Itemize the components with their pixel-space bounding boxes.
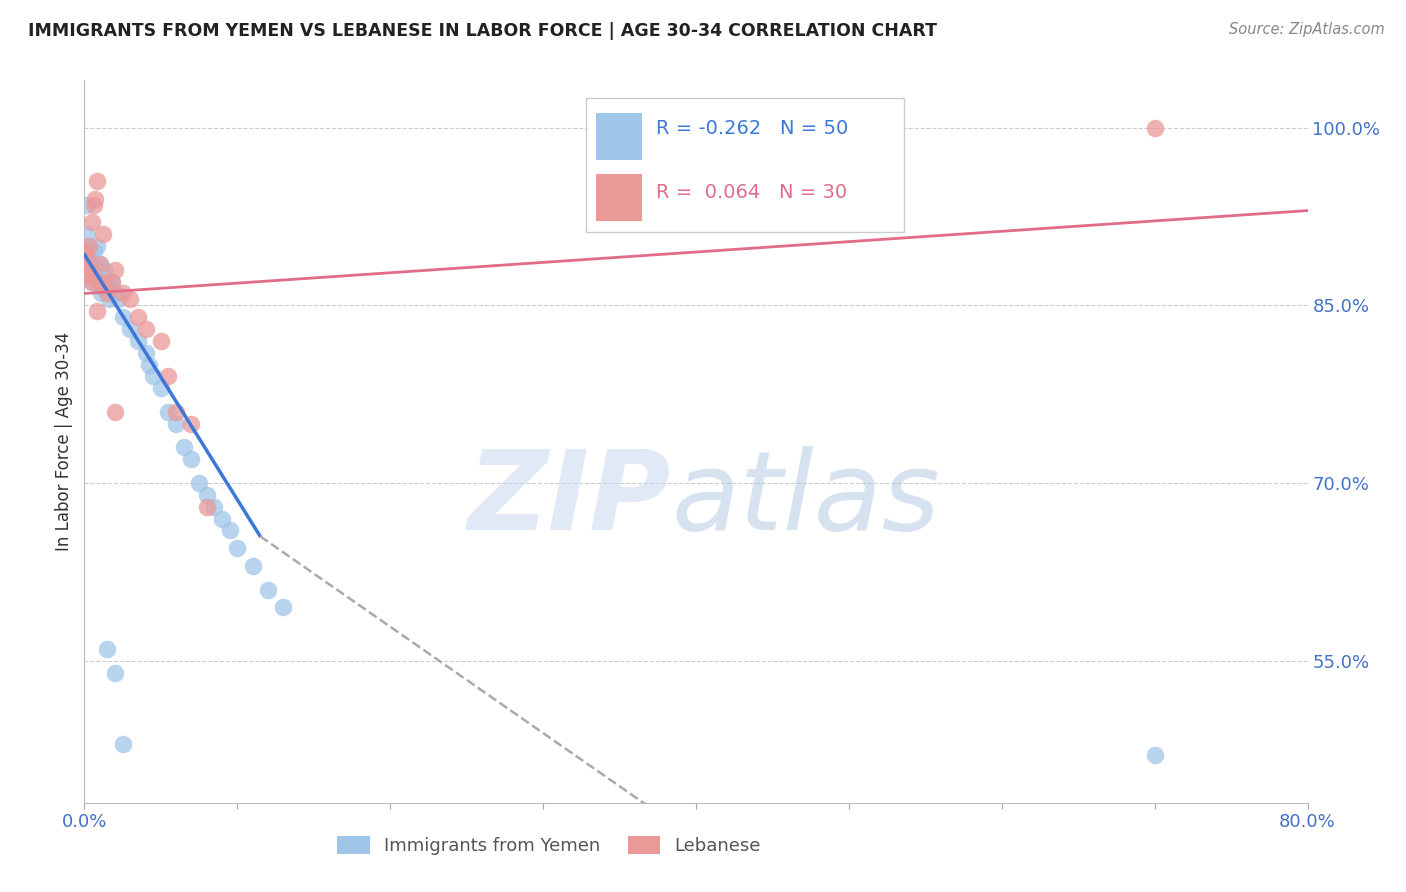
Point <box>83 262 105 277</box>
Point <box>1143 748 1166 763</box>
Y-axis label: In Labor Force | Age 30-34: In Labor Force | Age 30-34 <box>55 332 73 551</box>
Point <box>101 275 124 289</box>
Text: atlas: atlas <box>672 446 941 553</box>
Point <box>135 345 157 359</box>
Point <box>76 251 98 265</box>
Point <box>157 369 180 384</box>
Point <box>75 257 97 271</box>
Point <box>87 275 110 289</box>
Point <box>84 192 107 206</box>
Point <box>188 475 211 490</box>
Point <box>80 275 103 289</box>
Point <box>91 275 114 289</box>
Point <box>86 239 108 253</box>
Point <box>90 286 112 301</box>
Legend: Immigrants from Yemen, Lebanese: Immigrants from Yemen, Lebanese <box>330 829 768 863</box>
Point <box>84 268 107 283</box>
Point <box>89 275 111 289</box>
Point <box>165 417 187 431</box>
Point <box>80 257 103 271</box>
Point <box>202 500 225 514</box>
Point <box>104 262 127 277</box>
FancyBboxPatch shape <box>586 98 904 232</box>
Point <box>93 262 115 277</box>
Point <box>83 245 105 260</box>
Point <box>195 488 218 502</box>
Point <box>77 262 100 277</box>
Point <box>91 227 114 242</box>
Point <box>271 600 294 615</box>
Point <box>242 558 264 573</box>
Point <box>111 737 134 751</box>
Point <box>142 369 165 384</box>
Point <box>107 293 129 307</box>
Point <box>157 405 180 419</box>
Text: IMMIGRANTS FROM YEMEN VS LEBANESE IN LABOR FORCE | AGE 30-34 CORRELATION CHART: IMMIGRANTS FROM YEMEN VS LEBANESE IN LAB… <box>28 22 938 40</box>
Point <box>79 268 101 283</box>
Point <box>135 322 157 336</box>
Text: R =  0.064   N = 30: R = 0.064 N = 30 <box>655 183 846 202</box>
Text: R = -0.262   N = 50: R = -0.262 N = 50 <box>655 120 848 138</box>
FancyBboxPatch shape <box>596 112 643 160</box>
Point <box>180 452 202 467</box>
FancyBboxPatch shape <box>596 174 643 221</box>
Point <box>76 197 98 211</box>
Point <box>127 310 149 325</box>
Point <box>104 665 127 680</box>
Point <box>120 322 142 336</box>
Point <box>77 262 100 277</box>
Point <box>218 524 240 538</box>
Point <box>211 511 233 525</box>
Point <box>149 381 172 395</box>
Point <box>120 293 142 307</box>
Point <box>111 310 134 325</box>
Point <box>104 286 127 301</box>
Point <box>86 262 108 277</box>
Point <box>257 582 280 597</box>
Point <box>75 245 97 260</box>
Point <box>75 245 97 260</box>
Point <box>111 286 134 301</box>
Point <box>127 334 149 348</box>
Point <box>226 541 249 556</box>
Point <box>83 197 105 211</box>
Point <box>77 239 100 253</box>
Point <box>89 257 111 271</box>
Point <box>80 215 103 229</box>
Point <box>86 304 108 318</box>
Text: ZIP: ZIP <box>468 446 672 553</box>
Point <box>173 441 195 455</box>
Point <box>165 405 187 419</box>
Point <box>87 268 110 283</box>
Point <box>96 641 118 656</box>
Point <box>96 286 118 301</box>
Point <box>79 251 101 265</box>
Point <box>77 239 100 253</box>
Point <box>195 500 218 514</box>
Point <box>149 334 172 348</box>
Point <box>76 227 98 242</box>
Text: Source: ZipAtlas.com: Source: ZipAtlas.com <box>1229 22 1385 37</box>
Point <box>104 405 127 419</box>
Point <box>138 358 160 372</box>
Point <box>86 174 108 188</box>
Point <box>96 275 118 289</box>
Point <box>89 257 111 271</box>
Point <box>76 262 98 277</box>
Point <box>101 275 124 289</box>
Point <box>1143 120 1166 135</box>
Point <box>97 293 120 307</box>
Point <box>80 275 103 289</box>
Point <box>91 280 114 294</box>
Point <box>79 268 101 283</box>
Point <box>180 417 202 431</box>
